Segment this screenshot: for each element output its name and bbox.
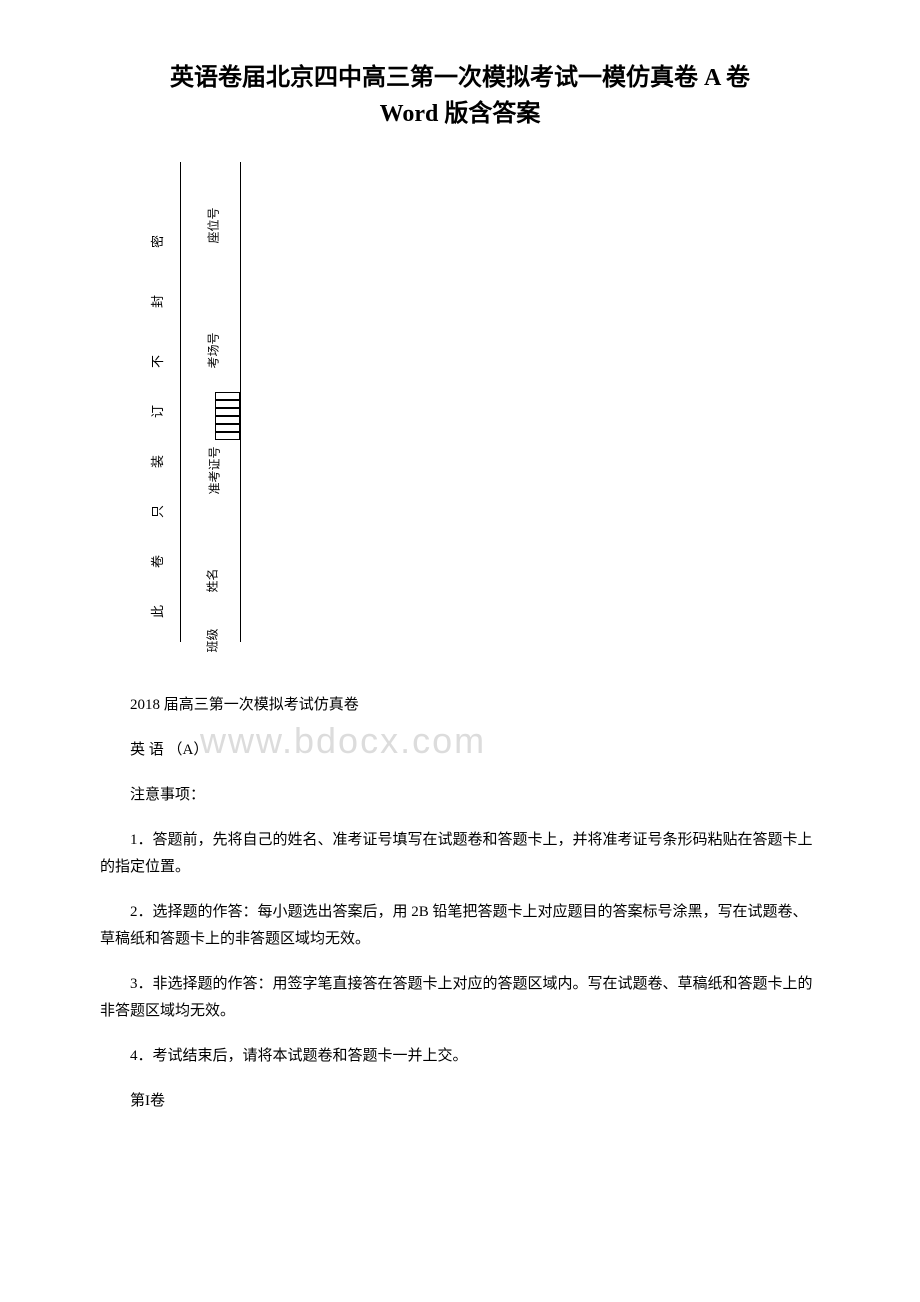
body-line-3: 注意事项： (100, 782, 820, 809)
document-title: 英语卷届北京四中高三第一次模拟考试一模仿真卷 A 卷 Word 版含答案 (100, 60, 820, 132)
body-line-8: 第I卷 (100, 1088, 820, 1115)
fill-slot-class (240, 592, 241, 642)
body-line-2: 英 语 （A） (100, 737, 820, 764)
binding-info-box: 此 卷 只 装 订 不 封 密 班级 姓名 准考证号 考场号 座位号 (140, 162, 260, 662)
char-this: 此 (147, 605, 166, 618)
label-seat: 座位号 (205, 207, 222, 243)
grid-cell (215, 424, 240, 432)
grid-cell (215, 400, 240, 408)
char-zhuang: 装 (147, 455, 166, 468)
ticket-grid (215, 392, 240, 440)
char-seal: 密 (147, 235, 166, 248)
grid-cell (215, 392, 240, 400)
char-bind: 订 (147, 405, 166, 418)
label-name: 姓名 (204, 568, 221, 592)
char-fixed: 封 (147, 295, 166, 308)
body-line-7: 4．考试结束后，请将本试题卷和答题卡一并上交。 (100, 1043, 820, 1070)
char-paper: 卷 (147, 555, 166, 568)
body-line-1: 2018 届高三第一次模拟考试仿真卷 (100, 692, 820, 719)
label-exam-room: 考场号 (205, 332, 222, 368)
grid-cell (215, 432, 240, 440)
title-line-1: 英语卷届北京四中高三第一次模拟考试一模仿真卷 A 卷 (100, 60, 820, 96)
char-only: 只 (147, 505, 166, 518)
label-ticket: 准考证号 (206, 446, 223, 494)
grid-cell (215, 408, 240, 416)
body-line-5: 2．选择题的作答：每小题选出答案后，用 2B 铅笔把答题卡上对应题目的答案标号涂… (100, 899, 820, 953)
divider-line-left (180, 162, 181, 642)
grid-cell (215, 416, 240, 424)
fill-slot-name (240, 522, 241, 572)
body-line-6: 3．非选择题的作答：用签字笔直接答在答题卡上对应的答题区域内。写在试题卷、草稿纸… (100, 971, 820, 1025)
title-line-2: Word 版含答案 (100, 96, 820, 132)
document-body: 2018 届高三第一次模拟考试仿真卷 英 语 （A） 注意事项： 1．答题前，先… (100, 692, 820, 1115)
char-not: 不 (147, 355, 166, 368)
body-line-4: 1．答题前，先将自己的姓名、准考证号填写在试题卷和答题卡上，并将准考证号条形码粘… (100, 827, 820, 881)
label-class: 班级 (204, 628, 221, 652)
